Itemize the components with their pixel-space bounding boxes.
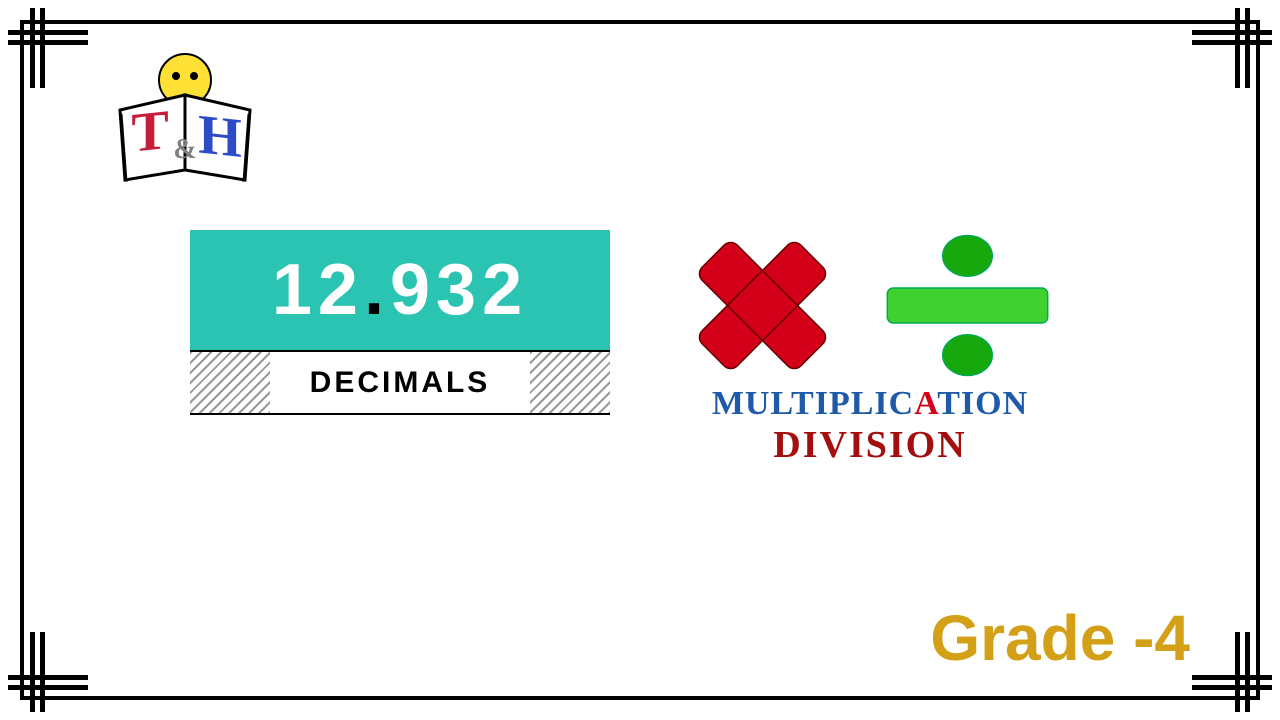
logo-letter-t: T <box>131 99 168 165</box>
multiplication-label: MULTIPLICATION <box>655 385 1085 423</box>
th-book-logo: T H & <box>100 50 270 190</box>
decimal-dot: . <box>364 249 390 331</box>
decimals-label: DECIMALS <box>270 352 530 413</box>
decimals-card: 12.932 DECIMALS <box>190 230 610 415</box>
grade-label: Grade -4 <box>930 601 1190 675</box>
divide-icon <box>880 228 1055 383</box>
logo-ampersand: & <box>173 134 196 165</box>
corner-decoration-bl <box>8 632 88 712</box>
division-label: DIVISION <box>655 423 1085 467</box>
corner-decoration-br <box>1192 632 1272 712</box>
logo-letter-h: H <box>198 103 242 169</box>
operations-block: MULTIPLICATION DIVISION <box>655 230 1085 467</box>
decimal-label-row: DECIMALS <box>190 350 610 415</box>
corner-decoration-tr <box>1192 8 1272 88</box>
corner-decoration-tl <box>8 8 88 88</box>
decimal-int: 12 <box>272 249 364 331</box>
decimal-frac: 932 <box>390 249 528 331</box>
multiply-icon <box>685 228 840 383</box>
hatch-left <box>190 352 270 413</box>
hatch-right <box>530 352 610 413</box>
decimal-number-display: 12.932 <box>190 230 610 350</box>
